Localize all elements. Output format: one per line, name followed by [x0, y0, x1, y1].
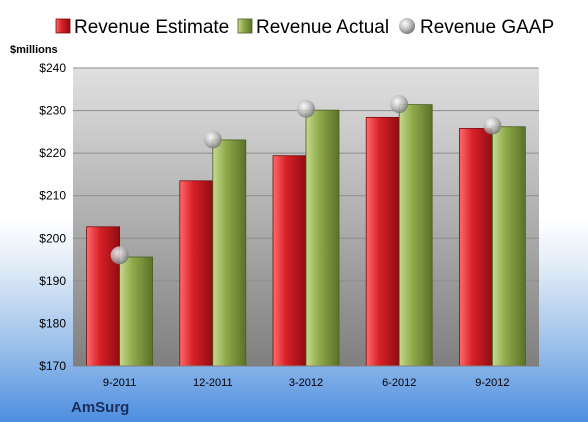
- y-tick-label: $240: [39, 61, 66, 75]
- company-name: AmSurg: [71, 399, 129, 416]
- x-tick-label: 12-2011: [193, 377, 233, 389]
- legend-item-estimate: Revenue Estimate: [55, 17, 229, 38]
- x-tick-label: 9-2012: [475, 377, 509, 389]
- y-tick-label: $200: [39, 231, 66, 245]
- gaap-point: [110, 246, 129, 265]
- legend-item-gaap: Revenue GAAP: [399, 17, 554, 38]
- legend-label-estimate: Revenue Estimate: [74, 17, 229, 38]
- x-tick-label: 9-2011: [103, 377, 136, 389]
- legend-swatch-estimate: [55, 18, 71, 34]
- bar-actual: [119, 256, 153, 367]
- y-tick-label: $210: [39, 189, 66, 203]
- y-axis-ticks: $170 $180 $190 $200 $210 $220 $230 $240: [39, 61, 66, 373]
- y-tick-label: $170: [39, 359, 66, 373]
- legend-swatch-actual: [237, 18, 253, 34]
- legend-item-actual: Revenue Actual: [237, 17, 389, 38]
- y-tick-label: $220: [39, 146, 66, 160]
- y-tick-label: $180: [39, 316, 66, 330]
- legend-label-gaap: Revenue GAAP: [420, 17, 554, 38]
- x-tick-label: 3-2012: [289, 377, 323, 389]
- bar-actual: [212, 139, 247, 367]
- gaap-point: [483, 116, 502, 135]
- legend: Revenue Estimate Revenue Actual Revenue …: [55, 17, 554, 38]
- bar-estimate: [365, 116, 400, 367]
- gaap-point: [297, 99, 315, 118]
- bar-actual: [398, 104, 433, 367]
- bar-estimate: [86, 226, 120, 367]
- bar-actual: [305, 109, 340, 367]
- x-axis-ticks: 9-2011 12-2011 3-2012 6-2012 9-2012: [103, 377, 510, 389]
- units-label: $millions: [10, 44, 58, 56]
- bar-estimate: [272, 155, 307, 367]
- x-tick-label: 6-2012: [382, 377, 416, 389]
- legend-label-actual: Revenue Actual: [256, 17, 389, 38]
- legend-swatch-gaap: [399, 18, 415, 34]
- bar-estimate: [179, 180, 214, 367]
- y-tick-label: $190: [39, 274, 66, 288]
- gaap-point: [203, 130, 222, 149]
- y-tick-label: $230: [39, 104, 66, 118]
- gaap-point: [390, 95, 409, 114]
- bar-estimate: [458, 128, 493, 367]
- gaap-points: [110, 95, 502, 265]
- bar-actual: [491, 126, 526, 367]
